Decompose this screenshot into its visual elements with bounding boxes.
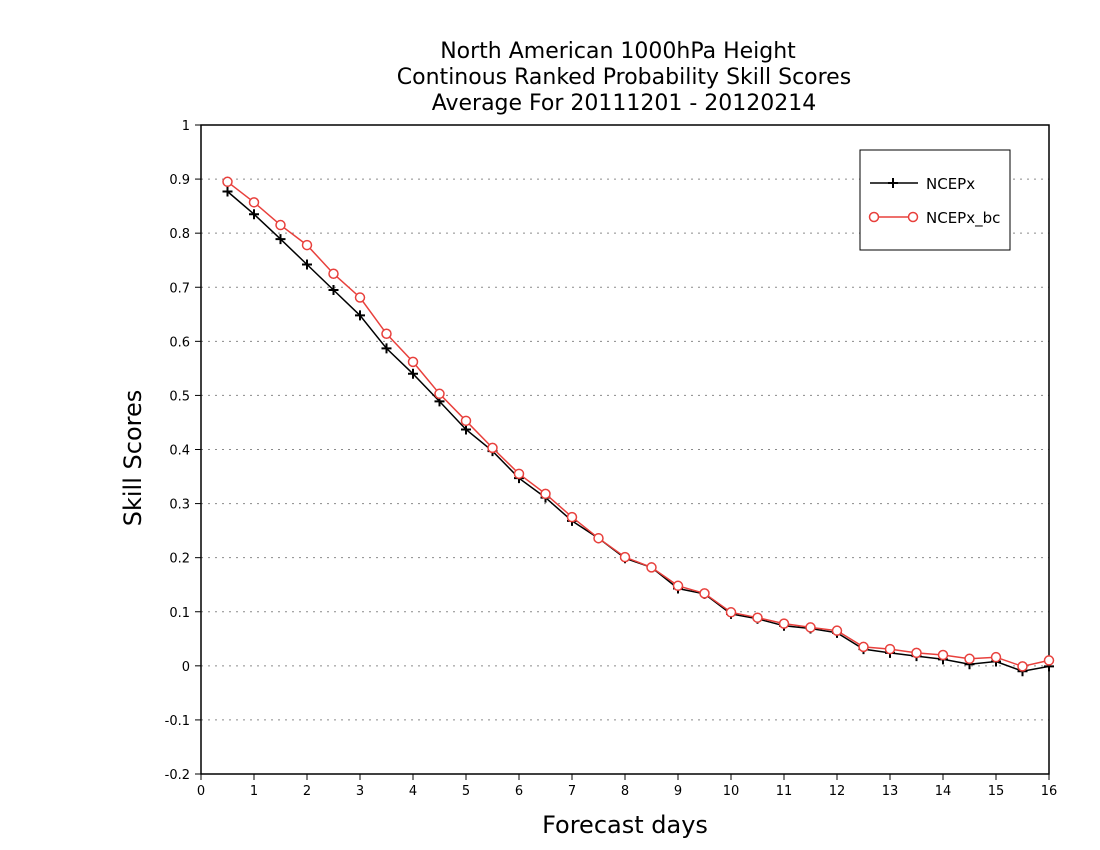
data-point <box>964 653 975 665</box>
x-tick-label: 5 <box>462 784 470 799</box>
y-tick-label: 0.1 <box>169 606 190 621</box>
data-point <box>672 580 684 592</box>
data-point <box>354 292 366 303</box>
data-point <box>1043 655 1055 666</box>
chart-title-line-2: Continous Ranked Probability Skill Score… <box>397 65 851 90</box>
data-point <box>858 641 869 653</box>
axis-ticks: -0.2-0.100.10.20.30.40.50.60.70.80.910 1 2… <box>165 119 1058 799</box>
x-tick-label: 12 <box>829 784 846 799</box>
data-point <box>302 259 312 270</box>
data-point <box>248 197 260 208</box>
data-point <box>328 284 339 295</box>
data-point <box>778 618 790 629</box>
data-point <box>355 310 365 321</box>
data-point <box>619 551 631 563</box>
data-point <box>460 415 472 427</box>
data-point <box>566 511 578 523</box>
x-tick-label: 8 <box>621 784 629 799</box>
x-tick-label: 10 <box>723 784 740 799</box>
x-tick-label: 4 <box>409 784 417 799</box>
x-tick-label: 1 <box>250 784 258 799</box>
data-point <box>593 532 604 544</box>
data-point <box>805 622 816 633</box>
x-tick-label: 2 <box>303 784 311 799</box>
data-point <box>408 368 418 379</box>
legend-label-ncepx: NCEPx <box>926 175 975 193</box>
data-point <box>275 234 286 245</box>
y-tick-label: 0.4 <box>169 444 190 459</box>
series-ncepx-bc <box>222 176 1055 672</box>
data-point <box>222 176 233 188</box>
data-point <box>461 424 471 435</box>
data-point <box>381 328 392 340</box>
y-tick-label: 0.5 <box>169 389 190 404</box>
data-point <box>911 647 922 659</box>
data-point <box>328 268 339 279</box>
data-point <box>487 442 498 454</box>
data-point <box>646 562 657 573</box>
legend: NCEPx NCEPx_bc <box>859 149 1011 251</box>
y-tick-label: -0.1 <box>165 714 190 729</box>
data-point <box>513 468 525 480</box>
data-point <box>884 643 896 655</box>
series-lines <box>222 176 1055 677</box>
legend-marker-ncepx-bc-left <box>868 211 880 223</box>
legend-marker-ncepx <box>888 178 898 188</box>
x-tick-label: 14 <box>935 784 952 799</box>
x-tick-label: 15 <box>988 784 1005 799</box>
x-tick-label: 3 <box>356 784 364 799</box>
data-point <box>407 356 419 368</box>
data-point <box>752 612 763 623</box>
data-point <box>725 607 737 618</box>
series-ncepx <box>222 186 1054 677</box>
x-tick-label: 7 <box>568 784 576 799</box>
data-point <box>301 239 313 251</box>
data-point <box>990 651 1002 663</box>
y-tick-label: 0.8 <box>169 227 190 242</box>
data-point <box>540 488 551 500</box>
series-line <box>227 190 1050 672</box>
data-point <box>699 588 710 599</box>
series-line <box>227 181 1050 668</box>
x-tick-label: 9 <box>674 784 682 799</box>
x-tick-label: 16 <box>1041 784 1058 799</box>
y-tick-label: 0.6 <box>169 335 190 350</box>
y-tick-label: 0.9 <box>169 173 190 188</box>
x-tick-label: 6 <box>515 784 523 799</box>
y-tick-label: -0.2 <box>165 768 190 783</box>
legend-label-ncepx-bc: NCEPx_bc <box>926 209 1000 228</box>
legend-marker-ncepx-bc-right <box>907 211 919 223</box>
data-point <box>222 186 233 197</box>
y-axis-label: Skill Scores <box>119 390 147 527</box>
data-point <box>249 209 259 220</box>
x-tick-label: 0 <box>197 784 205 799</box>
legend-box <box>859 149 1011 251</box>
y-tick-label: 1 <box>182 119 190 134</box>
y-tick-label: 0.7 <box>169 281 190 296</box>
data-point <box>937 649 949 661</box>
x-tick-label: 11 <box>776 784 793 799</box>
y-tick-label: 0 <box>182 660 190 675</box>
chart-title-line-3: Average For 20111201 - 20120214 <box>432 91 817 116</box>
data-point <box>434 388 445 400</box>
chart-title-line-1: North American 1000hPa Height <box>440 39 796 64</box>
gridlines <box>201 178 1049 721</box>
x-axis-label: Forecast days <box>542 811 708 839</box>
data-point <box>1017 661 1028 672</box>
y-tick-label: 0.2 <box>169 552 190 567</box>
data-point <box>831 625 843 636</box>
y-tick-label: 0.3 <box>169 498 190 513</box>
data-point <box>275 219 286 231</box>
x-tick-label: 13 <box>882 784 899 799</box>
data-point <box>381 343 392 354</box>
